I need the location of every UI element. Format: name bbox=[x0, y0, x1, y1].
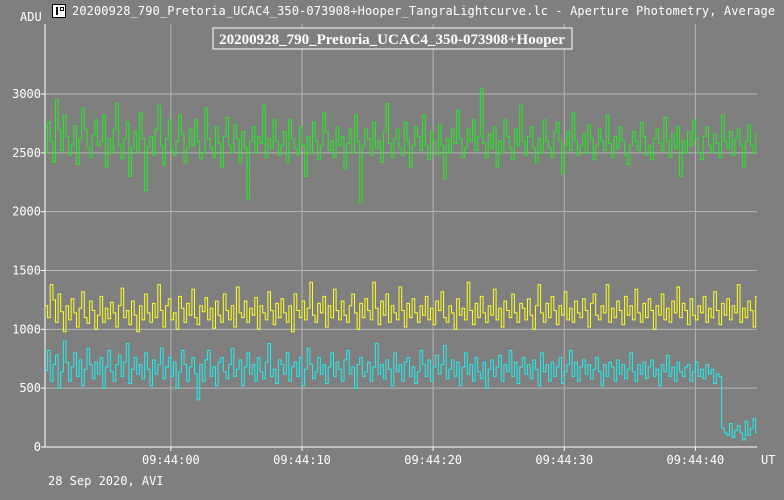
x-tick-label: 09:44:40 bbox=[666, 453, 724, 467]
y-tick-label: 1500 bbox=[12, 264, 41, 278]
tangra-app-icon bbox=[52, 4, 66, 18]
chart-title: 20200928_790_Pretoria_UCAC4_350-073908+H… bbox=[219, 32, 565, 48]
x-tick-label: 09:44:00 bbox=[142, 453, 200, 467]
observation-date: 28 Sep 2020, AVI bbox=[48, 474, 164, 488]
series-line-2 bbox=[45, 281, 757, 333]
chart-title-frame bbox=[212, 27, 573, 50]
chart-title-box: 20200928_790_Pretoria_UCAC4_350-073908+H… bbox=[212, 27, 573, 50]
y-tick-label: 0 bbox=[34, 440, 41, 454]
y-tick-label: 2500 bbox=[12, 146, 41, 160]
y-tick-label: 2000 bbox=[12, 205, 41, 219]
x-tick-label: 09:44:10 bbox=[273, 453, 331, 467]
x-tick-label: 09:44:30 bbox=[535, 453, 593, 467]
y-tick-label: 500 bbox=[19, 381, 41, 395]
series-line-1 bbox=[45, 87, 757, 203]
y-axis-label: ADU bbox=[20, 10, 42, 24]
y-tick-label: 1000 bbox=[12, 322, 41, 336]
grid-lines bbox=[45, 24, 757, 447]
y-tick-label: 3000 bbox=[12, 87, 41, 101]
window-titlebar: 20200928_790_Pretoria_UCAC4_350-073908+H… bbox=[0, 0, 784, 24]
x-axis-label: UT bbox=[761, 453, 775, 467]
window-title: 20200928_790_Pretoria_UCAC4_350-073908+H… bbox=[72, 4, 776, 18]
series-line-3 bbox=[45, 340, 757, 441]
x-tick-label: 09:44:20 bbox=[404, 453, 462, 467]
